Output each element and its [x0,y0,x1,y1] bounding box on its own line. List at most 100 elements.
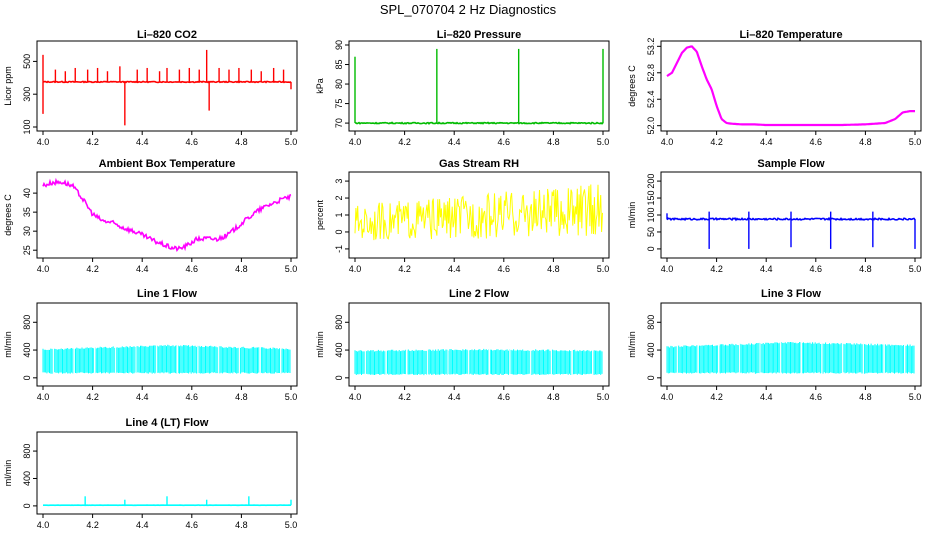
y-tick-label: 3 [334,179,344,184]
panel-5: Sample Flow ml/min 4.0 4.2 4.4 4.6 4.8 5.0 0 50 10… [627,158,922,274]
y-tick-label: 100 [22,119,32,134]
y-tick-label: 150 [646,191,656,206]
x-tick-label: 4.0 [349,392,362,402]
x-tick-label: 4.6 [186,392,199,402]
x-tick-label: 4.0 [349,137,362,147]
y-tick-label: 1 [334,212,344,217]
panel-title: Li–820 Temperature [739,29,842,41]
x-tick-label: 4.8 [235,520,248,530]
x-tick-label: 4.4 [136,520,149,530]
x-tick-label: 4.2 [710,392,723,402]
x-tick-label: 4.8 [235,264,248,274]
y-tick-label: 300 [22,87,32,102]
y-tick-label: 400 [646,343,656,358]
x-tick-label: 4.0 [37,137,50,147]
y-tick-label: -1 [334,245,344,253]
y-tick-label: 2 [334,196,344,201]
x-tick-label: 4.4 [136,137,149,147]
x-tick-label: 4.2 [398,264,411,274]
x-tick-label: 4.8 [859,264,872,274]
y-tick-label: 53.2 [646,38,656,56]
y-tick-label: 25 [22,245,32,255]
x-tick-label: 4.4 [760,392,773,402]
y-axis-label: ml/min [627,202,637,229]
x-tick-label: 4.8 [235,137,248,147]
y-axis-label: ml/min [315,331,325,358]
x-tick-label: 4.4 [448,264,461,274]
x-tick-label: 5.0 [285,137,298,147]
y-tick-label: 0 [646,246,656,251]
panel-title: Line 2 Flow [449,288,509,300]
plot-frame [36,40,298,132]
x-tick-label: 4.0 [661,264,674,274]
flow-band [354,348,603,376]
x-tick-label: 4.0 [37,392,50,402]
y-tick-label: 0 [334,375,344,380]
x-tick-label: 4.6 [810,392,823,402]
y-axis-label: degrees C [627,65,637,107]
x-tick-label: 5.0 [597,137,610,147]
x-tick-label: 5.0 [909,137,922,147]
y-tick-label: 400 [22,471,32,486]
x-tick-label: 5.0 [285,520,298,530]
y-tick-label: 500 [22,54,32,69]
panel-title: Sample Flow [757,158,825,170]
series-line [354,121,604,125]
series-line [42,177,292,253]
x-tick-label: 4.0 [661,392,674,402]
series-line [666,45,915,127]
y-tick-label: 75 [334,99,344,109]
y-tick-label: 400 [22,343,32,358]
plot-frame [348,302,610,387]
series [354,184,603,241]
x-tick-label: 4.4 [448,137,461,147]
x-tick-label: 4.6 [186,137,199,147]
x-tick-label: 4.8 [547,137,560,147]
y-axis-label: percent [315,199,325,230]
plot-frame [660,40,922,132]
panel-title: Gas Stream RH [439,158,519,170]
x-tick-label: 5.0 [285,264,298,274]
x-tick-label: 4.2 [86,137,99,147]
x-tick-label: 5.0 [597,392,610,402]
y-axis-label: ml/min [3,460,13,487]
y-tick-label: 90 [334,40,344,50]
panel-title: Ambient Box Temperature [99,158,236,170]
panel-6: Line 1 Flow ml/min 4.0 4.2 4.4 4.6 4.8 5.0 0 400 8… [3,288,298,402]
y-axis-label: kPa [315,78,325,94]
series [42,344,291,374]
x-tick-label: 4.6 [810,137,823,147]
x-tick-label: 4.8 [547,264,560,274]
panel-7: Line 2 Flow ml/min 4.0 4.2 4.4 4.6 4.8 5.0 0 400 8… [315,288,610,402]
y-tick-label: 52.4 [646,90,656,108]
series [42,177,292,253]
x-tick-label: 5.0 [909,392,922,402]
y-tick-label: 0 [22,503,32,508]
y-tick-label: 800 [646,315,656,330]
y-tick-label: 0 [646,375,656,380]
y-tick-label: 0 [22,375,32,380]
series [354,348,603,376]
y-tick-label: 85 [334,60,344,70]
y-tick-label: 50 [646,227,656,237]
panel-0: Li–820 CO2 Licor ppm 4.0 4.2 4.4 4.6 4.8 5.0 100… [3,29,298,147]
x-tick-label: 4.4 [760,137,773,147]
x-tick-label: 4.8 [859,137,872,147]
x-tick-label: 5.0 [909,264,922,274]
x-tick-label: 4.2 [86,520,99,530]
x-tick-label: 4.0 [37,520,50,530]
series [666,211,916,249]
series [42,49,292,126]
x-tick-label: 4.2 [710,137,723,147]
panel-3: Ambient Box Temperature degrees C 4.0 4.2 4.… [3,158,298,274]
x-tick-label: 4.8 [859,392,872,402]
plot-frame [36,431,298,515]
x-tick-label: 4.2 [398,137,411,147]
x-tick-label: 4.0 [661,137,674,147]
plot-frame [348,40,610,132]
y-tick-label: 52.8 [646,64,656,82]
y-tick-label: 70 [334,118,344,128]
x-tick-label: 5.0 [285,392,298,402]
y-axis-label: ml/min [627,331,637,358]
